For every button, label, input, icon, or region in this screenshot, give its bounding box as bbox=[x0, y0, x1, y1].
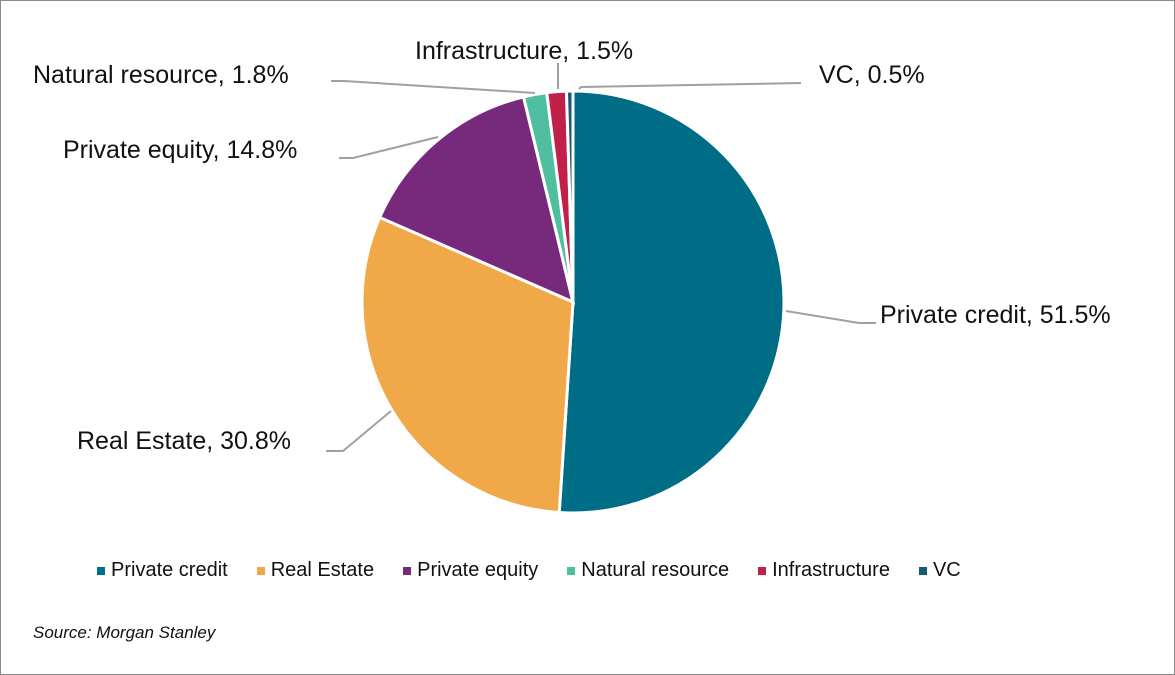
legend-swatch bbox=[256, 566, 265, 575]
legend-item-vc: VC bbox=[918, 559, 961, 582]
data-label-real-estate: Real Estate, 30.8% bbox=[77, 427, 292, 455]
data-label-private-equity: Private equity, 14.8% bbox=[63, 136, 298, 164]
pie-slice-vc bbox=[564, 89, 575, 303]
leader-line-private-credit bbox=[785, 310, 876, 324]
legend-swatch bbox=[758, 566, 767, 575]
legend-item-infrastructure: Infrastructure bbox=[758, 559, 890, 582]
leader-line-natural-resource bbox=[331, 80, 536, 94]
legend-item-private-equity: Private equity bbox=[403, 559, 538, 582]
data-label-private-credit: Private credit, 51.5% bbox=[880, 301, 1111, 329]
pie-slice-real-estate bbox=[360, 215, 575, 515]
legend-swatch bbox=[97, 566, 105, 575]
pie-slice-private-equity bbox=[377, 95, 576, 305]
data-label-vc: VC, 0.5% bbox=[819, 61, 925, 89]
legend-swatch bbox=[403, 566, 412, 575]
legend-item-real-estate: Real Estate bbox=[256, 559, 374, 582]
legend-item-natural-resource: Natural resource bbox=[567, 559, 729, 582]
pie-slice-private-credit bbox=[557, 89, 786, 515]
data-label-natural-resource: Natural resource, 1.8% bbox=[33, 61, 289, 89]
legend: Private credit Real Estate Private equit… bbox=[97, 559, 990, 582]
legend-swatch bbox=[918, 566, 927, 575]
legend-swatch bbox=[567, 566, 576, 575]
source-note: Source: Morgan Stanley bbox=[33, 623, 216, 642]
data-label-infrastructure: Infrastructure, 1.5% bbox=[415, 37, 634, 65]
leader-line-private-equity bbox=[339, 136, 439, 159]
legend-item-private-credit: Private credit bbox=[97, 559, 228, 582]
leader-line-real-estate bbox=[326, 410, 392, 452]
leader-line-vc bbox=[578, 82, 802, 90]
